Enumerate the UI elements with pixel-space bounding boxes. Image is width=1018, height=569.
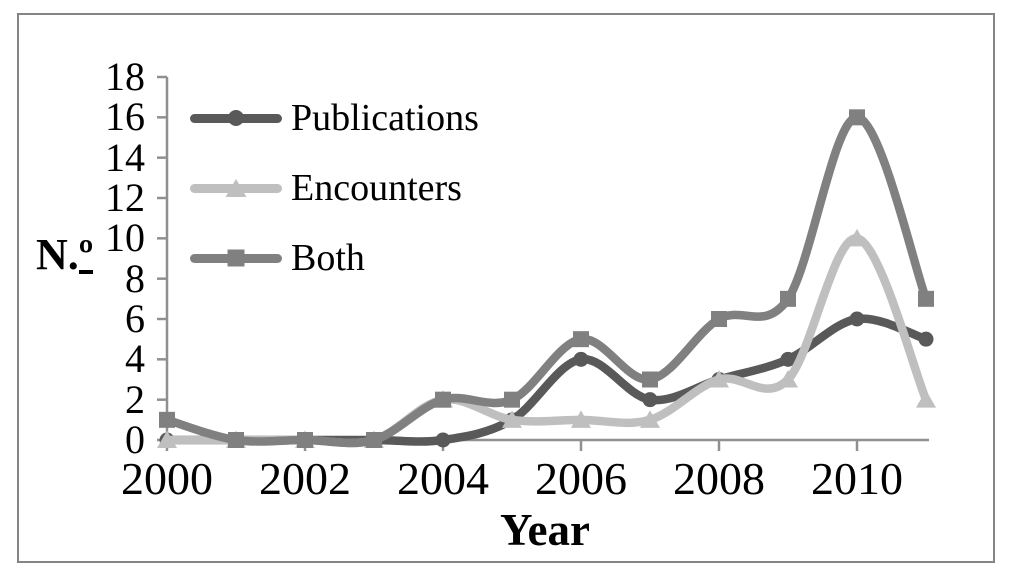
legend-triangle-marker-icon [225,179,247,197]
x-tick-label: 2008 [673,453,765,504]
marker-encounters-2009 [778,370,798,388]
x-tick-label: 2002 [259,453,351,504]
y-tick-label: 2 [125,376,145,422]
legend-square-marker-icon [227,249,245,267]
marker-publications-2010 [849,311,865,327]
legend-label-encounters: Encounters [291,167,462,209]
marker-both-2002 [297,432,313,448]
marker-both-2000 [159,411,175,428]
legend-entry-both: Both [190,223,479,293]
marker-both-2007 [642,371,658,388]
marker-both-2008 [711,311,727,327]
marker-both-2011 [918,290,934,307]
y-axis-title-ordinal: º [78,230,94,279]
marker-encounters-2000 [157,430,177,448]
y-axis-title: N.º [36,229,94,281]
y-axis-title-text: N. [36,230,79,279]
marker-publications-2007 [642,392,658,408]
marker-both-2001 [228,432,244,448]
legend-label-publications: Publications [291,97,479,139]
y-tick-label: 6 [125,296,145,341]
legend-label-both: Both [291,237,365,279]
x-axis-title: Year [500,505,590,555]
marker-encounters-2005 [502,410,522,428]
x-tick-label: 2004 [397,453,489,504]
y-tick-label: 8 [125,255,145,301]
y-tick-label: 16 [105,94,145,140]
x-tick-label: 2010 [811,453,903,504]
marker-both-2009 [780,290,796,307]
marker-publications-2004 [435,432,451,448]
legend-entry-encounters: Encounters [190,153,479,223]
marker-both-2010 [849,109,865,126]
legend-entry-publications: Publications [190,83,479,153]
x-tick-label: 2006 [535,453,627,504]
y-tick-label: 0 [125,417,145,462]
y-tick-label: 14 [105,134,145,180]
marker-both-2006 [573,331,589,348]
y-tick-label: 4 [125,336,145,382]
marker-both-2005 [504,391,520,408]
legend-line-sample [190,249,282,267]
legend-line-sample [190,179,282,197]
marker-publications-2011 [918,331,934,347]
marker-encounters-2008 [709,370,729,388]
marker-encounters-2010 [847,228,867,247]
legend: Publications Encounters Both [190,83,479,293]
marker-publications-2009 [780,351,796,367]
y-tick-label: 10 [105,215,145,261]
marker-publications-2006 [573,351,589,367]
legend-circle-marker-icon [228,110,244,126]
y-tick-label: 18 [105,54,145,99]
x-tick-label: 2000 [121,453,213,504]
marker-encounters-2007 [640,410,660,428]
marker-both-2003 [366,432,382,448]
marker-both-2004 [435,391,451,408]
y-tick-label: 12 [105,175,145,220]
legend-line-sample [190,110,282,126]
marker-encounters-2011 [916,390,936,408]
chart-frame [17,13,995,563]
marker-encounters-2006 [571,410,591,428]
